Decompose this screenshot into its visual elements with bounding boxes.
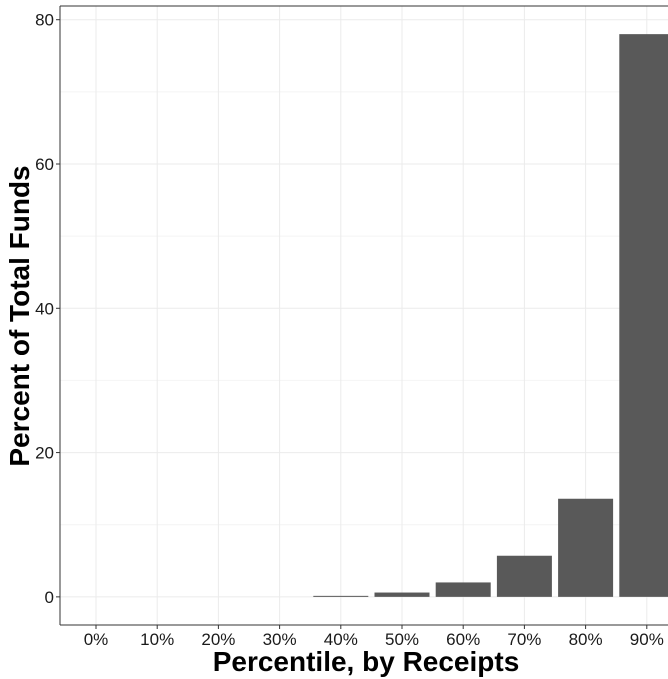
y-tick-label: 40 (35, 299, 54, 318)
x-tick-label: 70% (507, 630, 541, 649)
bar-60pct (435, 582, 491, 597)
x-tick-label: 40% (324, 630, 358, 649)
bar-50pct (374, 592, 430, 597)
x-tick-label: 10% (140, 630, 174, 649)
y-tick-label: 20 (35, 444, 54, 463)
x-tick-label: 20% (201, 630, 235, 649)
x-tick-label: 50% (385, 630, 419, 649)
x-axis-title: Percentile, by Receipts (213, 646, 520, 677)
y-tick-label: 0 (45, 588, 54, 607)
y-axis-title: Percent of Total Funds (4, 165, 35, 466)
y-ticks: 0 20 40 60 80 (35, 11, 60, 607)
x-ticks: 0% 10% 20% 30% 40% 50% 60% 70% 80% 90% (84, 625, 664, 649)
x-tick-label: 60% (446, 630, 480, 649)
bar-70pct (496, 555, 552, 597)
y-tick-label: 60 (35, 155, 54, 174)
bar-40pct (313, 595, 369, 597)
bar-80pct (558, 498, 614, 597)
x-tick-label: 90% (630, 630, 664, 649)
y-tick-label: 80 (35, 11, 54, 30)
bars (313, 34, 668, 597)
bar-90pct (619, 34, 668, 597)
x-tick-label: 80% (569, 630, 603, 649)
x-tick-label: 30% (263, 630, 297, 649)
x-tick-label: 0% (84, 630, 109, 649)
